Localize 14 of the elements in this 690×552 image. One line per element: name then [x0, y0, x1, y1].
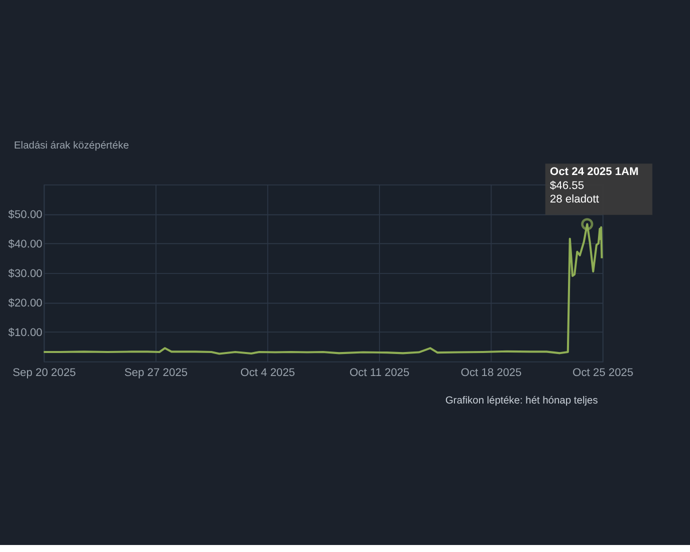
x-tick-label: Oct 11 2025 [349, 366, 410, 379]
chart-title: Eladási árak középértéke [14, 140, 130, 152]
y-tick-label: $30.00 [8, 268, 42, 280]
annotation: Oct 24 2025 1AM $46.55 28 eladott [550, 166, 639, 206]
x-tick-label: Oct 4 2025 [240, 366, 295, 379]
y-tick-label: $50.00 [8, 209, 42, 222]
y-tick-label: $10.00 [8, 327, 42, 340]
y-tick-label: $40.00 [8, 238, 42, 251]
x-tick-label: Oct 25 2025 [572, 366, 634, 379]
x-tick-label: Oct 18 2025 [460, 366, 522, 379]
text: Grafikon léptéke: hét hónap teljes [445, 395, 598, 406]
y-tick-label: $20.00 [8, 298, 42, 310]
x-tick-label: Sep 27 2025 [124, 366, 188, 379]
x-tick-label: Sep 20 2025 [12, 366, 76, 379]
